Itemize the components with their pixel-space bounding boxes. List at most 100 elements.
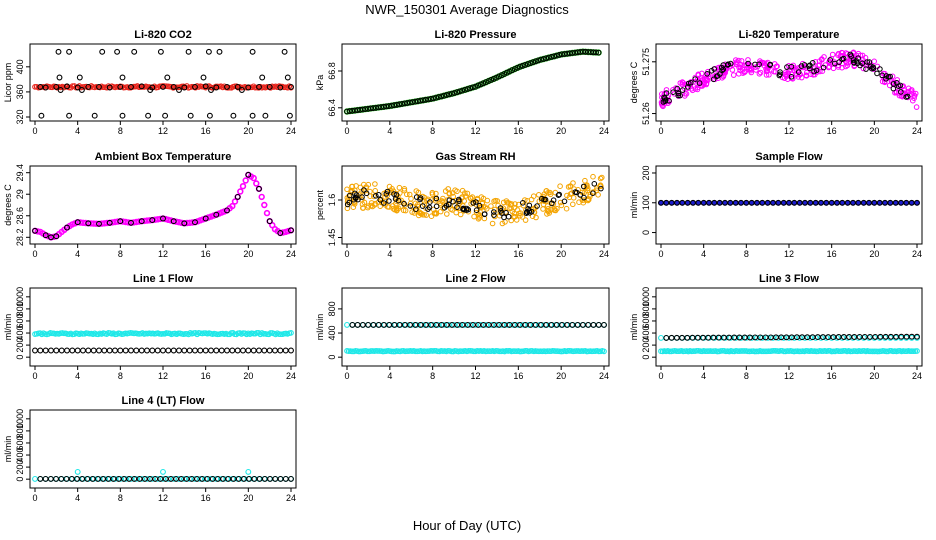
x-tick-label: 0 <box>658 371 663 381</box>
data-point <box>745 60 751 67</box>
x-tick-label: 4 <box>387 126 392 136</box>
data-point <box>708 68 715 74</box>
data-point <box>812 59 819 65</box>
data-point <box>462 190 468 196</box>
data-point <box>224 207 230 214</box>
data-point <box>492 206 498 213</box>
data-point <box>74 219 81 226</box>
data-point <box>106 219 113 226</box>
data-point <box>553 52 560 59</box>
data-point <box>133 475 140 482</box>
x-tick-label: 16 <box>201 126 211 136</box>
data-point <box>353 192 360 198</box>
data-point <box>446 191 453 197</box>
data-point <box>566 50 573 57</box>
data-point <box>759 199 766 206</box>
x-tick-label: 20 <box>869 249 879 259</box>
panel-8: Line 2 Flow ml/min 0 4 8 12 16 20 24 0 400 800 <box>315 273 610 381</box>
data-point <box>249 112 256 119</box>
data-point <box>745 57 751 63</box>
data-point <box>399 101 405 107</box>
data-point <box>58 347 65 354</box>
x-tick-label: 0 <box>344 249 349 259</box>
data-point <box>391 102 398 109</box>
data-point <box>42 347 49 354</box>
data-point <box>418 210 425 217</box>
data-point <box>491 212 497 218</box>
data-point <box>839 56 846 63</box>
data-point <box>832 60 838 67</box>
x-tick-label: 12 <box>784 249 794 259</box>
y-tick-label: 360 <box>15 84 25 99</box>
data-point <box>522 62 529 68</box>
data-point <box>245 171 252 178</box>
data-point <box>396 101 403 108</box>
data-point <box>871 199 878 206</box>
data-point <box>727 60 734 67</box>
data-point <box>904 91 910 97</box>
data-point <box>433 195 440 202</box>
data-point <box>372 188 379 194</box>
data-point <box>32 347 38 354</box>
series-black <box>38 112 293 119</box>
y-tick-label: 0 <box>327 355 337 360</box>
data-point <box>234 347 241 354</box>
data-point <box>595 49 602 56</box>
data-point <box>128 83 134 90</box>
data-point <box>393 205 400 212</box>
x-tick-label: 0 <box>658 126 663 136</box>
data-point <box>555 192 562 198</box>
panel-1: Li-820 CO2 Licor ppm 0 4 8 12 16 20 24 320 360 400 <box>3 29 297 136</box>
data-point <box>527 60 534 66</box>
data-point <box>823 199 830 206</box>
data-point <box>666 97 672 104</box>
y-tick-label: 800 <box>15 423 25 438</box>
data-point <box>393 101 400 108</box>
data-point <box>377 197 384 203</box>
data-point <box>489 220 496 227</box>
x-tick-label: 24 <box>912 249 922 259</box>
data-point <box>756 61 762 68</box>
data-point <box>96 83 102 90</box>
x-tick-label: 20 <box>869 126 879 136</box>
data-point <box>733 57 739 63</box>
data-point <box>34 228 41 235</box>
data-point <box>164 74 171 81</box>
x-tick-label: 12 <box>784 126 794 136</box>
data-point <box>556 52 563 58</box>
data-point <box>404 100 411 106</box>
y-tick-label: 1.6 <box>327 194 337 207</box>
data-point <box>345 348 352 354</box>
data-point <box>520 202 527 209</box>
data-point <box>352 190 358 197</box>
data-point <box>53 347 60 354</box>
data-point <box>66 48 73 55</box>
data-point <box>344 205 351 212</box>
data-point <box>288 227 294 234</box>
x-tick-label: 20 <box>556 249 566 259</box>
data-point <box>788 63 795 70</box>
data-point <box>582 177 588 184</box>
data-point <box>459 87 466 94</box>
x-tick-label: 24 <box>599 371 609 381</box>
x-tick-label: 4 <box>75 249 80 259</box>
x-tick-label: 16 <box>201 493 211 503</box>
y-tick-label: 0 <box>641 355 651 360</box>
x-tick-label: 20 <box>243 126 253 136</box>
data-point <box>262 112 269 119</box>
data-point <box>48 234 54 241</box>
data-point <box>242 177 249 184</box>
data-point <box>229 347 236 354</box>
data-point <box>704 71 711 77</box>
plot-area <box>32 330 294 354</box>
data-point <box>185 48 192 55</box>
data-point <box>525 206 531 212</box>
data-point <box>282 475 289 482</box>
data-point <box>349 107 356 114</box>
data-point <box>456 198 462 204</box>
data-point <box>91 112 98 119</box>
y-tick-label: 600 <box>15 313 25 328</box>
data-point <box>695 199 702 206</box>
x-tick-label: 20 <box>243 371 253 381</box>
data-point <box>733 61 739 67</box>
